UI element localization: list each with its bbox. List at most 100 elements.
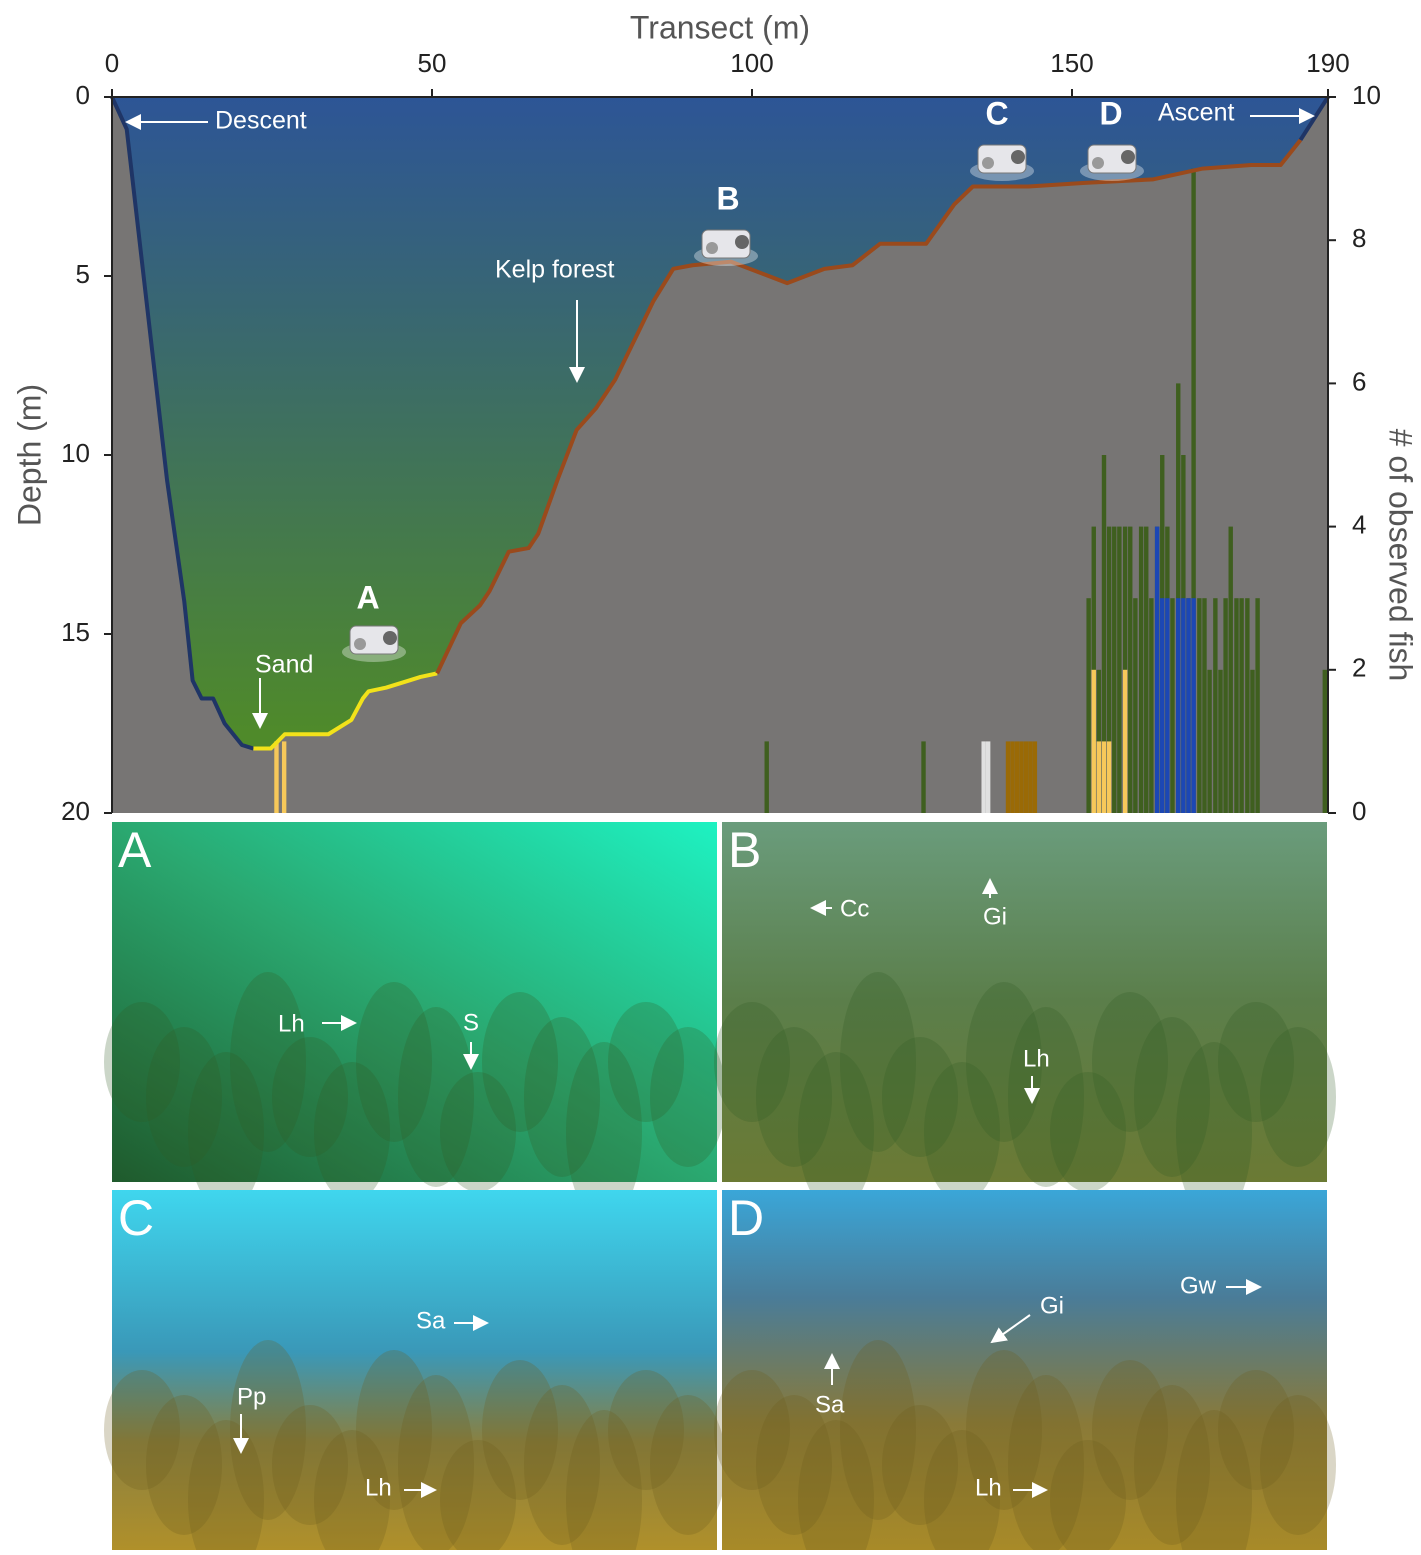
x-tick-label: 100 [730, 48, 773, 78]
fish-bar [986, 741, 990, 813]
y-axis-title: Depth (m) [11, 384, 47, 526]
fish-bar [1006, 741, 1010, 813]
panel-label: D [728, 1190, 764, 1246]
annotation: Ascent [1158, 99, 1234, 127]
fish-bar [981, 741, 985, 813]
annotation: Descent [215, 107, 307, 135]
kelp-texture [1260, 1395, 1336, 1535]
fish-bar [1181, 598, 1185, 813]
fish-bar [1223, 598, 1227, 813]
fish-bar [1133, 598, 1137, 813]
rov-thruster [1092, 157, 1104, 169]
fish-bar [1097, 741, 1101, 813]
kelp-texture [1260, 1027, 1336, 1167]
fish-bar [765, 741, 769, 813]
page: {"chart_data": { "type": "combo", "title… [0, 0, 1421, 1550]
fish-bar [1202, 598, 1206, 813]
fish-bar [282, 741, 286, 813]
annotation: C [985, 95, 1008, 131]
photo-panels: A Lh S B Cc Gi Lh C Sa Pp Lh D Gw Gi Sa Lh [104, 822, 1336, 1550]
rov-thruster [706, 242, 718, 254]
rov-lens [1011, 150, 1025, 164]
species-tag: Sa [416, 1307, 446, 1334]
rov-thruster [354, 638, 366, 650]
fish-bar [1123, 670, 1127, 813]
species-tag: Lh [365, 1474, 392, 1501]
x-tick-label: 0 [105, 48, 119, 78]
species-tag: S [463, 1009, 479, 1036]
fish-bar [1144, 527, 1148, 813]
fish-bar [1207, 670, 1211, 813]
fish-bar [1086, 598, 1090, 813]
annotation: D [1099, 95, 1122, 131]
y-tick-label: 20 [61, 796, 90, 826]
fish-bar [1186, 598, 1190, 813]
fish-bar [1245, 598, 1249, 813]
panel-label: A [118, 822, 152, 878]
panel-label: C [118, 1190, 154, 1246]
fish-bar [1239, 598, 1243, 813]
fish-bar [1218, 670, 1222, 813]
annotation: B [716, 180, 739, 216]
species-tag: Lh [278, 1010, 305, 1037]
fish-bar [1160, 598, 1164, 813]
fish-bar [1149, 598, 1153, 813]
fish-bar [1033, 741, 1037, 813]
y-tick-label: 0 [76, 80, 90, 110]
fish-bar [1234, 598, 1238, 813]
fish-bar [1015, 741, 1019, 813]
fish-bar [921, 741, 925, 813]
fish-bar [1107, 741, 1111, 813]
x-tick-label: 150 [1050, 48, 1093, 78]
species-tag: Pp [237, 1383, 266, 1410]
fish-bar [1102, 741, 1106, 813]
annotation: A [356, 579, 379, 615]
y2-tick-label: 6 [1352, 366, 1366, 396]
rov-lens [735, 235, 749, 249]
rov-lens [383, 631, 397, 645]
figure: 050100150190051015200246810Transect (m)D… [0, 0, 1421, 1550]
y-tick-label: 5 [76, 259, 90, 289]
fish-bar [1112, 527, 1116, 813]
fish-bar [1213, 598, 1217, 813]
species-tag: Gw [1180, 1272, 1217, 1299]
kelp-texture [650, 1395, 726, 1535]
y-tick-label: 15 [61, 617, 90, 647]
fish-bar [1176, 598, 1180, 813]
y2-tick-label: 2 [1352, 653, 1366, 683]
fish-bar [1229, 527, 1233, 813]
species-tag: Lh [975, 1474, 1002, 1501]
fish-bar [1028, 741, 1032, 813]
fish-bar [1255, 598, 1259, 813]
panel-label: B [728, 822, 761, 878]
y2-tick-label: 0 [1352, 796, 1366, 826]
y2-tick-label: 10 [1352, 80, 1381, 110]
y-tick-label: 10 [61, 438, 90, 468]
x-tick-label: 50 [418, 48, 447, 78]
species-tag: Gi [1040, 1292, 1064, 1319]
fish-bar [1019, 741, 1023, 813]
fish-bar [274, 741, 278, 813]
rov-thruster [982, 157, 994, 169]
rov-lens [1121, 150, 1135, 164]
kelp-texture [650, 1027, 726, 1167]
y2-axis-title: # of observed fish [1383, 429, 1419, 682]
species-tag: Cc [840, 895, 869, 922]
fish-bar [1170, 598, 1174, 813]
fish-bar [1197, 598, 1201, 813]
fish-bar [1024, 741, 1028, 813]
fish-bar [1139, 527, 1143, 813]
species-tag: Lh [1023, 1045, 1050, 1072]
species-tag: Gi [983, 903, 1007, 930]
fish-bar [1010, 741, 1014, 813]
fish-bar [1128, 527, 1132, 813]
fish-bar [1117, 527, 1121, 813]
fish-bar [1165, 598, 1169, 813]
fish-bar [1155, 527, 1159, 813]
annotation: Kelp forest [495, 256, 615, 284]
species-tag: Sa [815, 1391, 845, 1418]
fish-bar [1323, 670, 1327, 813]
annotation: Sand [255, 651, 313, 679]
fish-bar [1092, 670, 1096, 813]
chart-title: Transect (m) [630, 9, 810, 45]
